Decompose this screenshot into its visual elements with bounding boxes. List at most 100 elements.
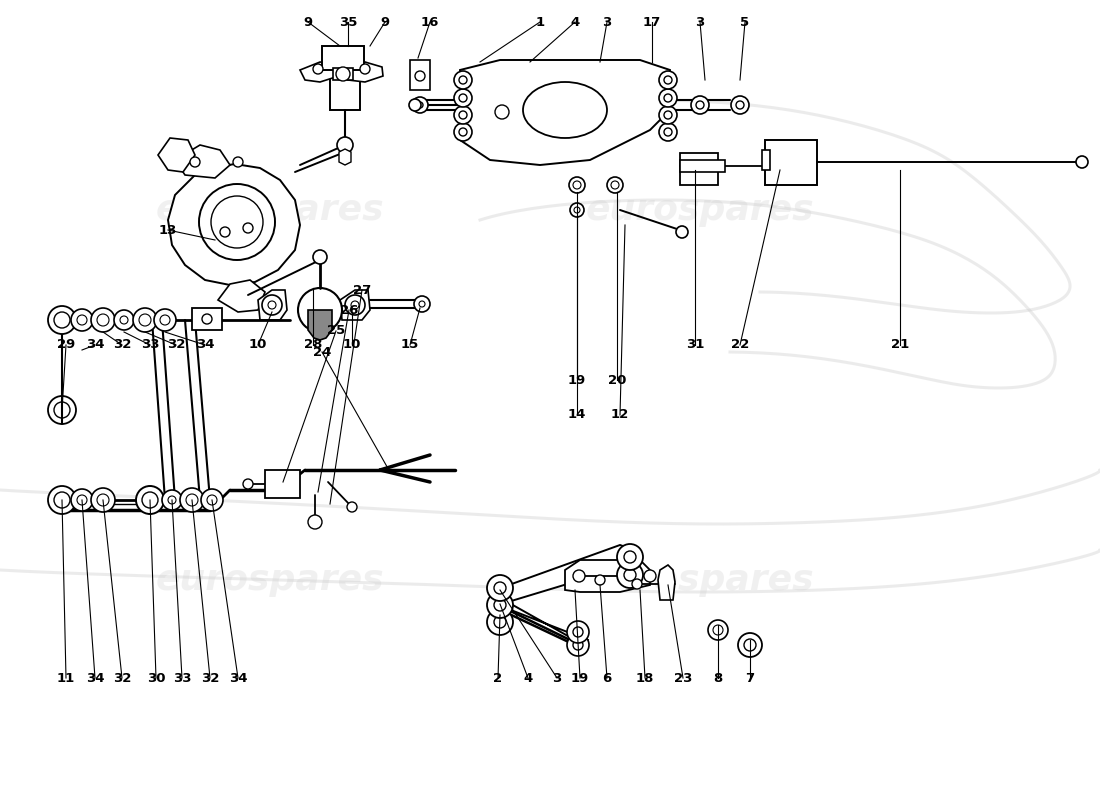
Polygon shape [495, 545, 640, 610]
Circle shape [573, 570, 585, 582]
Text: 3: 3 [552, 671, 562, 685]
Text: 22: 22 [730, 338, 749, 351]
Circle shape [573, 181, 581, 189]
Text: 28: 28 [304, 338, 322, 351]
Circle shape [97, 314, 109, 326]
Polygon shape [339, 149, 351, 165]
Circle shape [617, 562, 643, 588]
Circle shape [54, 402, 70, 418]
Circle shape [459, 128, 468, 136]
Circle shape [48, 486, 76, 514]
Circle shape [632, 579, 642, 589]
Circle shape [738, 633, 762, 657]
Text: 19: 19 [568, 374, 586, 386]
Text: 34: 34 [229, 671, 248, 685]
Circle shape [487, 609, 513, 635]
Text: 16: 16 [421, 15, 439, 29]
Circle shape [72, 309, 94, 331]
Text: 10: 10 [343, 338, 361, 351]
Text: 8: 8 [714, 671, 723, 685]
Text: 9: 9 [381, 15, 389, 29]
Text: 35: 35 [339, 15, 358, 29]
Polygon shape [258, 290, 287, 320]
Circle shape [139, 314, 151, 326]
Circle shape [659, 71, 676, 89]
Bar [265, 470, 300, 498]
Text: 12: 12 [610, 409, 629, 422]
Circle shape [459, 111, 468, 119]
Circle shape [574, 207, 580, 213]
Text: 6: 6 [603, 671, 612, 685]
Polygon shape [168, 164, 300, 285]
Bar [410, 60, 430, 90]
Text: 11: 11 [57, 671, 75, 685]
Text: eurospares: eurospares [156, 193, 384, 227]
Circle shape [180, 488, 204, 512]
Text: 27: 27 [353, 283, 371, 297]
Circle shape [454, 71, 472, 89]
Bar [762, 150, 770, 170]
Text: 33: 33 [141, 338, 160, 351]
Polygon shape [218, 280, 265, 312]
Circle shape [569, 177, 585, 193]
Circle shape [351, 301, 359, 309]
Circle shape [298, 288, 342, 332]
Circle shape [268, 301, 276, 309]
Text: 32: 32 [167, 338, 185, 351]
Text: eurospares: eurospares [156, 563, 384, 597]
Circle shape [308, 515, 322, 529]
Circle shape [708, 620, 728, 640]
Text: 25: 25 [327, 325, 345, 338]
Text: 5: 5 [740, 15, 749, 29]
Circle shape [243, 479, 253, 489]
Circle shape [243, 223, 253, 233]
Circle shape [142, 492, 158, 508]
Circle shape [136, 486, 164, 514]
Circle shape [91, 308, 116, 332]
Polygon shape [308, 310, 332, 340]
Circle shape [202, 314, 212, 324]
Circle shape [495, 105, 509, 119]
Circle shape [133, 308, 157, 332]
Text: eurospares: eurospares [585, 193, 814, 227]
Circle shape [77, 495, 87, 505]
Text: 29: 29 [57, 338, 75, 351]
Circle shape [162, 490, 182, 510]
Circle shape [419, 301, 425, 307]
Text: 19: 19 [571, 671, 590, 685]
Text: 17: 17 [642, 15, 661, 29]
Circle shape [487, 575, 513, 601]
Circle shape [736, 101, 744, 109]
Circle shape [54, 312, 70, 328]
Polygon shape [348, 62, 383, 82]
Circle shape [186, 494, 198, 506]
Circle shape [199, 184, 275, 260]
Circle shape [97, 494, 109, 506]
Text: 33: 33 [173, 671, 191, 685]
Text: 24: 24 [312, 346, 331, 358]
Bar [764, 140, 817, 185]
Circle shape [607, 177, 623, 193]
Circle shape [659, 123, 676, 141]
Circle shape [691, 96, 710, 114]
Polygon shape [175, 145, 230, 178]
Circle shape [494, 582, 506, 594]
Circle shape [732, 96, 749, 114]
Text: 21: 21 [891, 338, 909, 351]
Ellipse shape [522, 82, 607, 138]
Circle shape [160, 315, 170, 325]
Circle shape [77, 315, 87, 325]
Text: 1: 1 [536, 15, 544, 29]
Circle shape [211, 196, 263, 248]
Polygon shape [300, 62, 342, 82]
Circle shape [412, 97, 428, 113]
Circle shape [676, 226, 688, 238]
Text: 32: 32 [113, 671, 131, 685]
Circle shape [336, 67, 350, 81]
Circle shape [494, 599, 506, 611]
Circle shape [595, 575, 605, 585]
Circle shape [360, 64, 370, 74]
Text: 15: 15 [400, 338, 419, 351]
Text: 9: 9 [304, 15, 312, 29]
Text: 31: 31 [685, 338, 704, 351]
